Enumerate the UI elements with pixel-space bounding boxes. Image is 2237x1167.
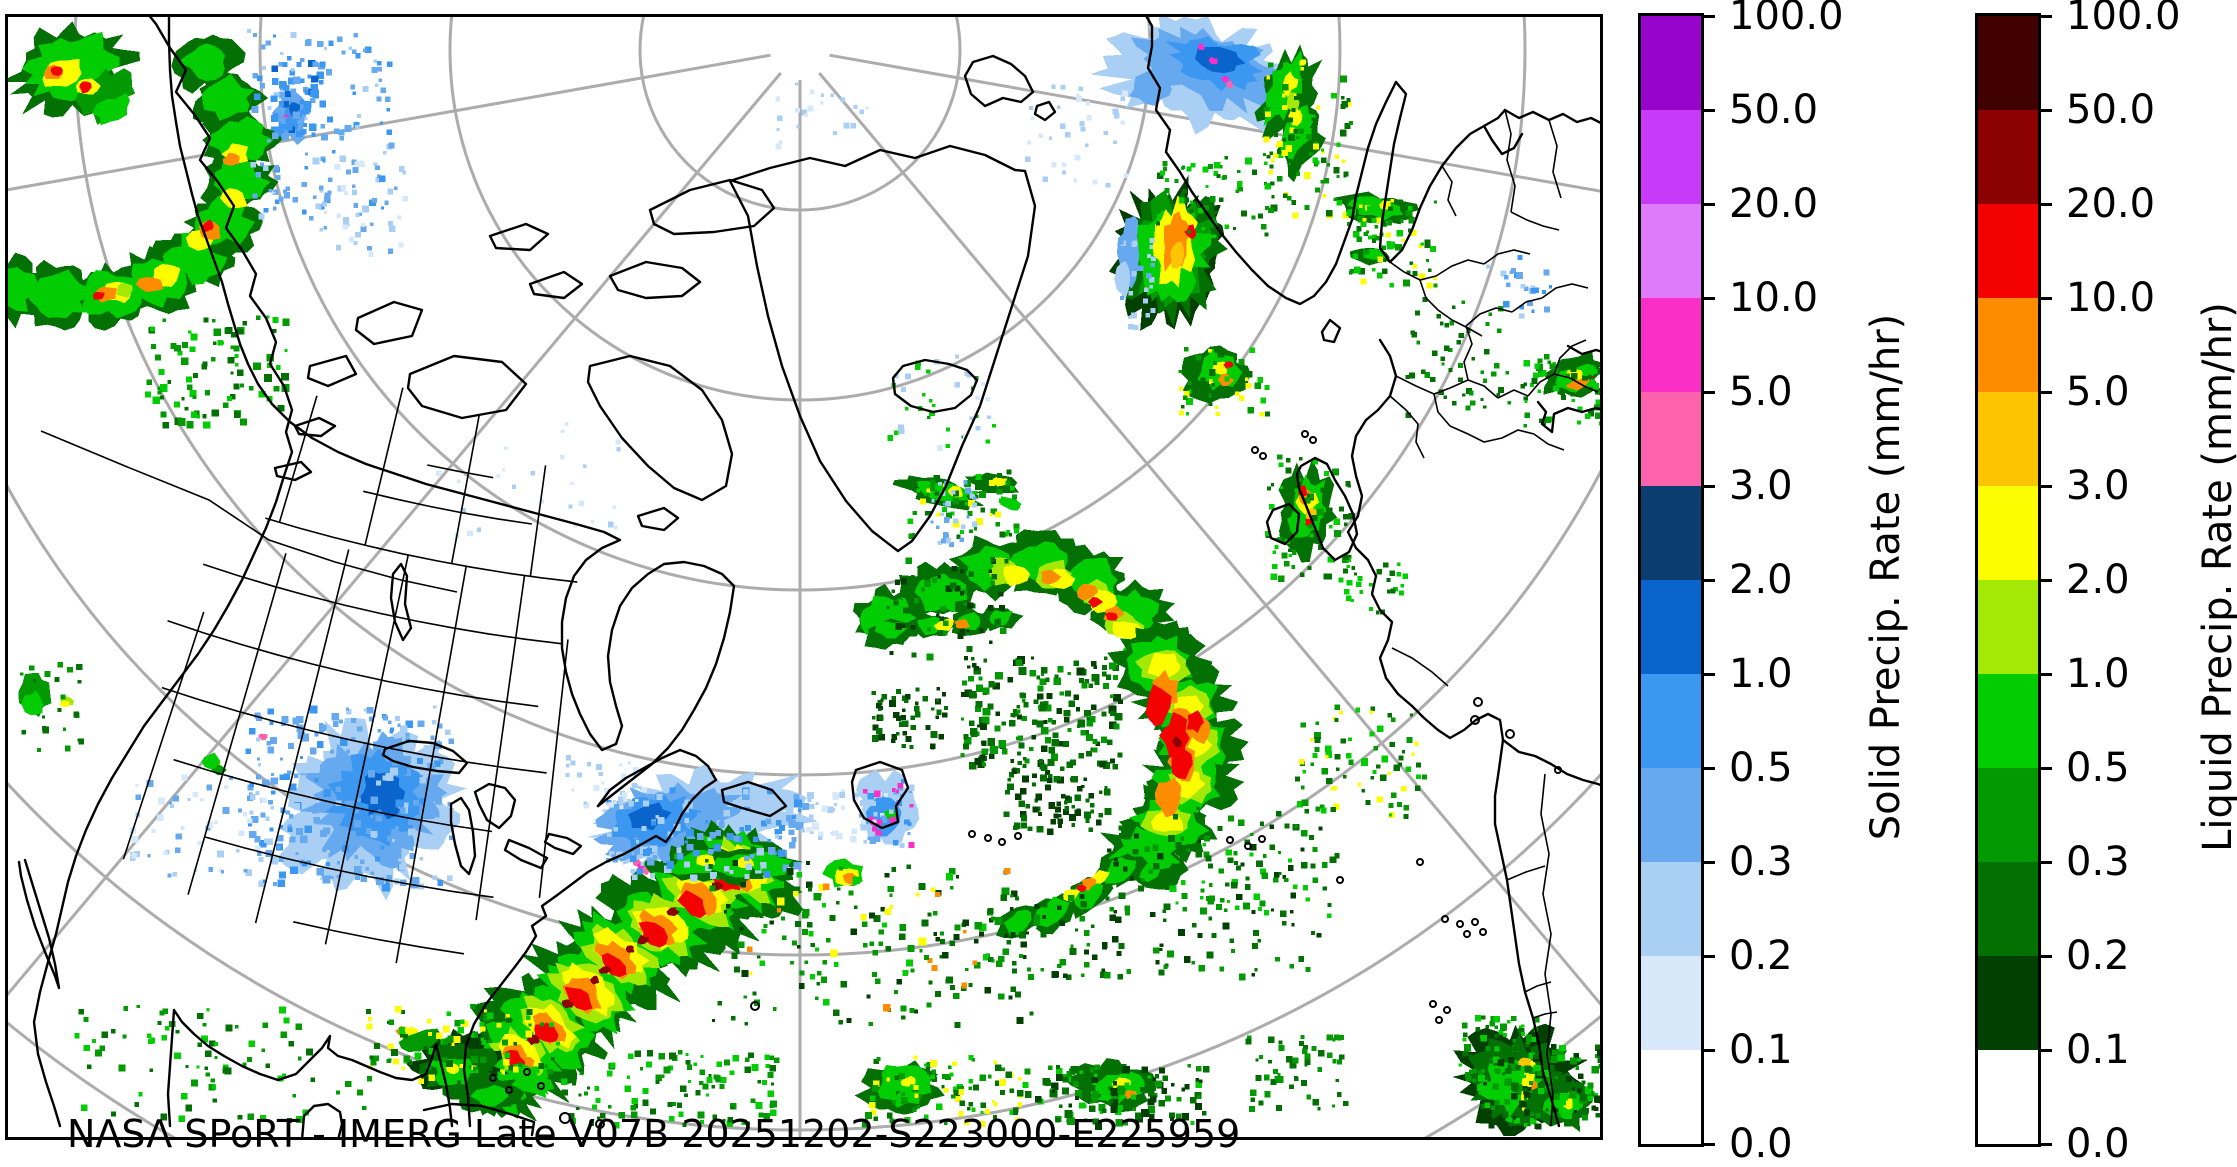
political-borders (40, 109, 1599, 1127)
colorbar-tick-label: 1.0 (2066, 651, 2130, 697)
colorbar-segment (1978, 203, 2038, 298)
colorbar-segment (1641, 861, 1701, 956)
colorbar-tick-label: 0.5 (1729, 745, 1793, 791)
colorbar-tick (1701, 578, 1715, 582)
colorbar-segment (1641, 767, 1701, 862)
colorbar-tick (1701, 296, 1715, 300)
colorbar-tick (1701, 672, 1715, 676)
colorbar-segment (1978, 955, 2038, 1050)
liquid-precip-colorbar: 0.0 0.1 0.2 0.3 0.5 1.0 2.0 3.0 5.0 10.0 20.0 50.0 1… (1975, 0, 2181, 1164)
solid-colorbar-title: Solid Precip. Rate (mm/hr) (1863, 313, 1909, 841)
colorbar-tick-label: 0.5 (2066, 745, 2130, 791)
colorbar-segment (1641, 579, 1701, 674)
colorbar-tick-label: 2.0 (1729, 557, 1793, 603)
colorbar-segment (1978, 579, 2038, 674)
colorbar-tick-label: 100.0 (1729, 0, 1844, 39)
colorbar-tick (2038, 296, 2052, 300)
colorbar-tick-label: 10.0 (1729, 275, 1819, 321)
colorbar-segment (1641, 1049, 1701, 1144)
colorbar-segment (1978, 767, 2038, 862)
colorbar-segment (1641, 673, 1701, 768)
colorbar-tick-label: 0.1 (2066, 1027, 2130, 1073)
colorbar-tick (2038, 108, 2052, 112)
liquid-colorbar-title: Liquid Precip. Rate (mm/hr) (2195, 302, 2237, 852)
colorbar-segment (1641, 15, 1701, 110)
colorbar-segment (1978, 861, 2038, 956)
colorbar-segment (1641, 203, 1701, 298)
colorbar-tick-label: 0.1 (1729, 1027, 1793, 1073)
colorbar-segment (1641, 485, 1701, 580)
colorbar-segment (1978, 485, 2038, 580)
colorbar-tick (2038, 484, 2052, 488)
colorbar-segment (1978, 673, 2038, 768)
colorbar-tick-label: 1.0 (1729, 651, 1793, 697)
colorbar-segment (1978, 391, 2038, 486)
colorbar-tick-label: 0.0 (1729, 1121, 1793, 1167)
colorbar-tick (2038, 14, 2052, 18)
colorbar-tick (2038, 954, 2052, 958)
colorbar-tick-label: 20.0 (2066, 181, 2156, 227)
colorbar-tick (1701, 1048, 1715, 1052)
colorbar-tick (1701, 108, 1715, 112)
colorbar-tick (2038, 766, 2052, 770)
attribution-label: NASA SPoRT - IMERG Late V07B 20251202-S2… (67, 1112, 1241, 1156)
colorbar-tick (2038, 1142, 2052, 1146)
colorbar-tick-label: 3.0 (2066, 463, 2130, 509)
colorbar-tick-label: 100.0 (2066, 0, 2181, 39)
colorbar-tick-label: 0.3 (2066, 839, 2130, 885)
solid-precip-colorbar: 0.0 0.1 0.2 0.3 0.5 1.0 2.0 3.0 5.0 10.0 20.0 50.0 1… (1638, 0, 1844, 1164)
colorbar-tick (2038, 202, 2052, 206)
map-panel: NASA SPoRT - IMERG Late V07B 20251202-S2… (5, 14, 1603, 1156)
colorbar-tick-label: 0.2 (1729, 933, 1793, 979)
colorbar-segment (1978, 109, 2038, 204)
colorbar-tick (2038, 390, 2052, 394)
map-canvas (5, 14, 1603, 1140)
colorbar-tick-label: 0.2 (2066, 933, 2130, 979)
colorbar-segment (1978, 1049, 2038, 1144)
colorbar-tick (1701, 766, 1715, 770)
colorbar-tick (2038, 1048, 2052, 1052)
colorbar-tick (2038, 672, 2052, 676)
colorbar-tick (2038, 578, 2052, 582)
colorbar-segment (1641, 297, 1701, 392)
colorbar-tick-label: 2.0 (2066, 557, 2130, 603)
colorbar-tick (1701, 1142, 1715, 1146)
colorbar-tick (1701, 202, 1715, 206)
colorbar-segment (1978, 297, 2038, 392)
colorbar-tick-label: 10.0 (2066, 275, 2156, 321)
colorbar-tick (1701, 954, 1715, 958)
colorbar-tick-label: 20.0 (1729, 181, 1819, 227)
map-frame-border (5, 14, 1603, 1140)
colorbar-tick (1701, 860, 1715, 864)
coastlines (17, 14, 1603, 1140)
colorbar-tick-label: 3.0 (1729, 463, 1793, 509)
colorbar-tick-label: 50.0 (1729, 87, 1819, 133)
colorbar-tick-label: 5.0 (2066, 369, 2130, 415)
colorbar-tick (2038, 860, 2052, 864)
colorbar-segment (1641, 955, 1701, 1050)
colorbar-tick-label: 0.3 (1729, 839, 1793, 885)
colorbar-tick-label: 50.0 (2066, 87, 2156, 133)
colorbar-tick (1701, 390, 1715, 394)
colorbar-tick (1701, 484, 1715, 488)
colorbar-tick-label: 0.0 (2066, 1121, 2130, 1167)
colorbar-segment (1978, 15, 2038, 110)
colorbar-tick (1701, 14, 1715, 18)
colorbar-segment (1641, 109, 1701, 204)
colorbar-segment (1641, 391, 1701, 486)
colorbar-tick-label: 5.0 (1729, 369, 1793, 415)
